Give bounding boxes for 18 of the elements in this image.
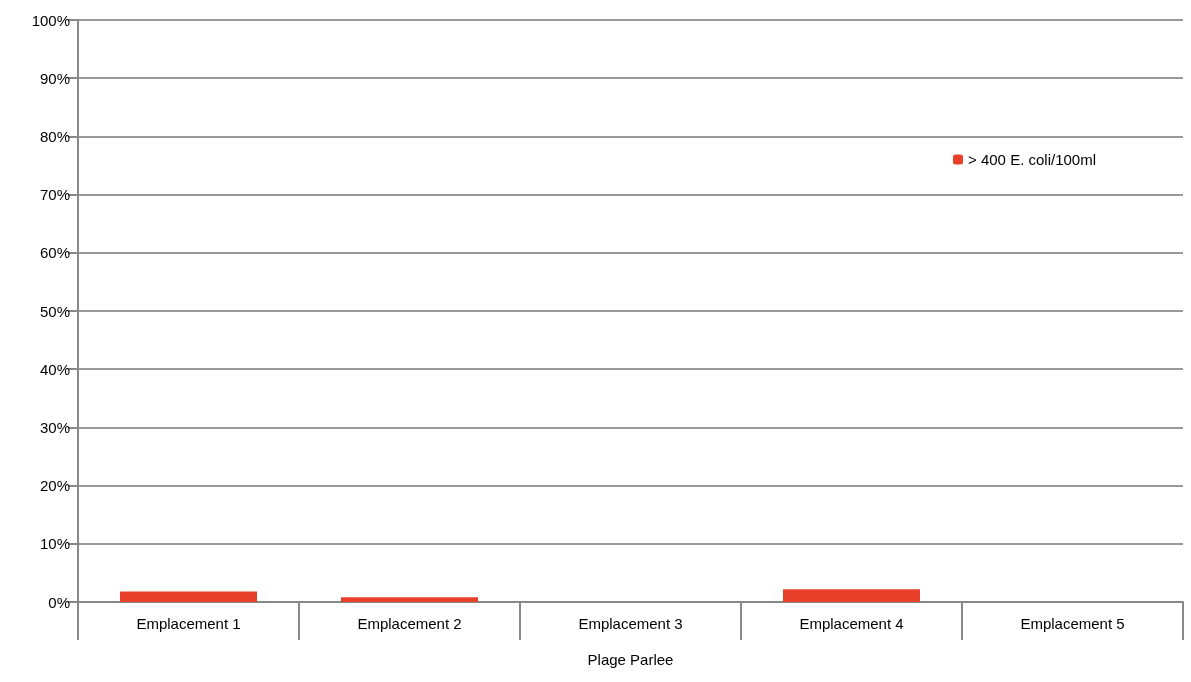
y-tick-label: 0% (48, 593, 70, 611)
x-tick-label: Emplacement 3 (578, 615, 683, 632)
x-tick-label: Emplacement 4 (799, 615, 904, 632)
x-tick-label: Emplacement 5 (1020, 615, 1125, 632)
x-tick-label: Emplacement 1 (136, 615, 241, 632)
y-tick-label: 60% (39, 244, 70, 262)
y-tick-label: 50% (39, 302, 70, 320)
y-tick-label: 20% (39, 477, 70, 495)
y-tick-label: 10% (39, 535, 70, 553)
y-tick-label: 80% (39, 127, 70, 145)
y-tick-label: 70% (39, 186, 70, 204)
legend-label: > 400 E. coli/100ml (968, 151, 1097, 168)
y-tick-label: 30% (39, 418, 70, 436)
x-axis-title: Plage Parlee (587, 651, 674, 668)
y-tick-label: 100% (31, 11, 70, 29)
x-tick-label: Emplacement 2 (357, 615, 462, 632)
y-tick-label: 40% (39, 360, 70, 378)
y-tick-label: 90% (39, 69, 70, 87)
